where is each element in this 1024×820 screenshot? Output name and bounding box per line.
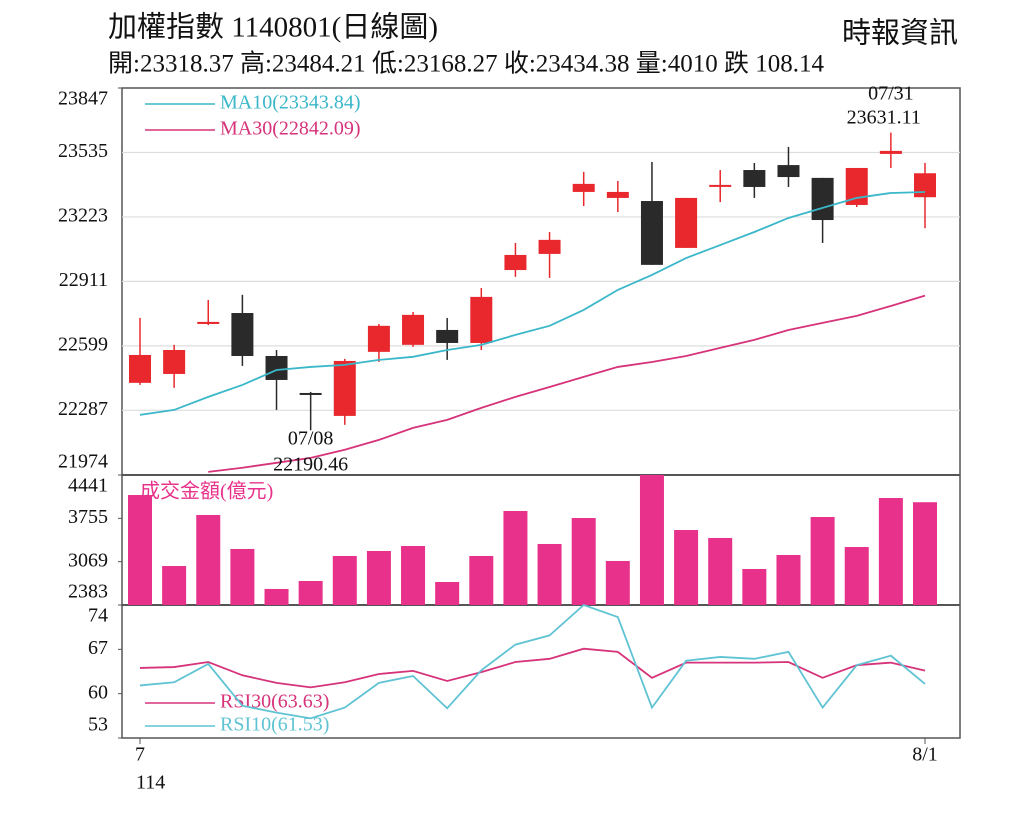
candle-body [470, 296, 493, 343]
bar [708, 537, 733, 605]
candle-body [504, 254, 527, 271]
chart-title: 加權指數 1140801(日線圖) [108, 11, 438, 44]
bar [332, 555, 357, 605]
candle-body [129, 354, 151, 383]
bar [674, 530, 699, 605]
quote-line: 開:23318.37 高:23484.21 低:23168.27 收:23434… [108, 50, 824, 78]
y-tick-label: 21974 [58, 451, 108, 473]
y-tick-label: 74 [88, 605, 108, 627]
max-value: 23631.11 [847, 107, 921, 129]
candle-body [299, 392, 322, 395]
min-value: 22190.46 [273, 454, 348, 476]
bar [196, 514, 221, 605]
x-tick-label: 7 [135, 744, 145, 766]
y-tick-label: 3755 [68, 506, 108, 528]
line [208, 294, 926, 473]
candle-body [265, 355, 288, 380]
y-tick-label: 60 [88, 681, 108, 703]
y-tick-label: 23535 [58, 140, 108, 162]
y-tick-label: 3069 [68, 549, 108, 571]
candle-body [879, 150, 902, 154]
bar [435, 582, 460, 605]
legend-label: MA30(22842.09) [220, 118, 361, 140]
bar [401, 546, 426, 605]
candle-body [436, 329, 459, 343]
min-date: 07/08 [288, 428, 334, 450]
candle-body [367, 325, 390, 352]
candle-body [333, 360, 356, 416]
candle-body [538, 239, 561, 254]
y-tick-label: 4441 [68, 475, 108, 497]
candle-body [402, 314, 425, 345]
y-tick-label: 22287 [58, 398, 108, 420]
candle-body [231, 313, 254, 356]
y-tick-label: 23847 [58, 88, 108, 110]
candle-body [572, 183, 595, 192]
bar [469, 555, 494, 605]
candle-body [163, 349, 186, 374]
max-date: 07/31 [868, 83, 914, 105]
line [139, 603, 926, 720]
y-tick-label: 22599 [58, 333, 108, 355]
bar [230, 548, 255, 605]
line [139, 647, 926, 689]
bar [503, 511, 528, 605]
y-tick-label: 67 [88, 637, 108, 659]
bar [128, 495, 152, 605]
bar [298, 580, 323, 605]
legend-label: RSI10(61.53) [220, 714, 329, 736]
source: 時報資訊 [842, 17, 958, 50]
candle-body [845, 167, 868, 205]
candle-body [197, 321, 220, 324]
y-tick-label: 53 [88, 714, 108, 736]
y-tick-label: 23223 [58, 205, 108, 227]
line [139, 191, 926, 416]
bar [366, 550, 391, 605]
bar [639, 475, 664, 605]
candle-body [914, 173, 936, 198]
bar [742, 568, 767, 605]
bar [844, 547, 869, 605]
candle-body [606, 191, 629, 198]
candle-body [743, 170, 766, 187]
candle-body [640, 201, 663, 265]
bar [571, 518, 596, 605]
panel-title: 成交金額(億元) [140, 480, 273, 503]
legend-label: MA10(23343.84) [220, 92, 361, 114]
x-sublabel: 114 [136, 772, 165, 794]
bar [162, 566, 187, 605]
bar [537, 543, 562, 605]
plot-frame [121, 87, 961, 739]
y-tick-label: 22911 [59, 269, 108, 291]
y-tick-label: 2383 [68, 581, 108, 603]
bar [264, 588, 289, 605]
x-tick-label: 8/1 [912, 744, 938, 766]
candle-body [675, 197, 698, 248]
candle-body [811, 177, 834, 221]
bar [605, 560, 630, 605]
bar [913, 502, 937, 605]
bar [810, 517, 835, 605]
candle-body [777, 165, 800, 178]
bar [776, 554, 801, 605]
legend-label: RSI30(63.63) [220, 691, 329, 713]
bar [878, 497, 903, 605]
candle-body [709, 184, 732, 187]
